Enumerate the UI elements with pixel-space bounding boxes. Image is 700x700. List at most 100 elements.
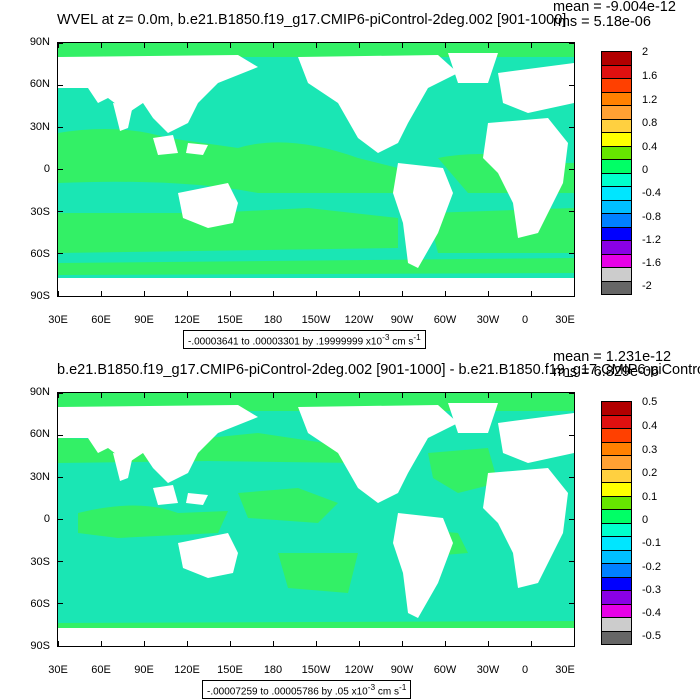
x-tick-mark <box>444 393 446 398</box>
contour-info-exponent: -3 <box>382 332 390 342</box>
x-tick-label: 60E <box>91 664 111 676</box>
x-tick-mark <box>358 641 360 646</box>
colorbar <box>601 401 632 645</box>
x-tick-mark <box>401 393 403 398</box>
colorbar-swatch <box>601 78 632 93</box>
contour-info-box: -.00007259 to .00005786 by .05 x10-3 cm … <box>202 680 412 700</box>
y-tick-mark <box>569 393 574 394</box>
x-tick-mark <box>100 393 102 398</box>
y-tick-mark <box>58 43 63 44</box>
panel-title: WVEL at z= 0.0m, b.e21.B1850.f19_g17.CMI… <box>57 12 567 28</box>
colorbar-label: 0.5 <box>642 396 658 408</box>
x-tick-mark <box>401 641 403 646</box>
y-tick-mark <box>58 561 63 563</box>
x-tick-mark <box>530 393 532 398</box>
colorbar-swatch <box>601 105 632 120</box>
x-tick-mark <box>315 291 317 296</box>
colorbar-label: -0.2 <box>642 561 661 573</box>
y-tick-label: 30N <box>29 121 50 133</box>
colorbar-swatch <box>601 199 632 214</box>
colorbar-swatch <box>601 482 632 497</box>
y-tick-label: 30S <box>30 556 50 568</box>
colorbar-label: -0.4 <box>642 187 661 199</box>
x-tick-mark <box>444 641 446 646</box>
colorbar-label: -0.3 <box>642 584 661 596</box>
colorbar-swatch <box>601 172 632 187</box>
y-tick-mark <box>58 519 63 520</box>
colorbar-swatch <box>601 455 632 470</box>
x-tick-label: 30E <box>48 664 68 676</box>
x-tick-mark <box>272 43 274 48</box>
x-tick-mark <box>58 641 59 646</box>
contour-info-box: -.00003641 to .00003301 by .19999999 x10… <box>183 330 426 350</box>
y-tick-mark <box>569 126 574 128</box>
x-tick-mark <box>530 291 532 296</box>
x-tick-mark <box>573 641 574 646</box>
colorbar-label: 0.4 <box>642 141 658 153</box>
y-tick-mark <box>569 169 574 170</box>
x-tick-mark <box>229 393 231 398</box>
colorbar-label: 2 <box>642 46 649 58</box>
colorbar-label: 0.1 <box>642 491 658 503</box>
contour-info-exponent: -3 <box>367 682 376 692</box>
x-tick-label: 120W <box>344 664 374 676</box>
y-tick-mark <box>569 253 574 255</box>
x-tick-label: 30E <box>555 664 575 676</box>
x-tick-mark <box>143 641 145 646</box>
x-tick-mark <box>186 393 188 398</box>
colorbar-swatch <box>601 495 632 510</box>
colorbar-swatch <box>601 563 632 578</box>
x-tick-mark <box>58 43 59 48</box>
colorbar-swatch <box>601 159 632 174</box>
y-tick-label: 60N <box>29 428 50 440</box>
x-tick-label: 150E <box>217 664 243 676</box>
mean-value: mean = -9.004e-12 <box>553 0 676 15</box>
x-tick-mark <box>272 641 274 646</box>
x-tick-label: 0 <box>521 314 529 326</box>
colorbar-swatch <box>601 509 632 524</box>
x-tick-mark <box>573 393 574 398</box>
contour-info-unit: cm s <box>375 686 399 698</box>
x-tick-mark <box>272 393 274 398</box>
y-tick-mark <box>58 126 63 128</box>
colorbar-label: 1.6 <box>642 70 658 82</box>
colorbar-label: 0.4 <box>642 420 658 432</box>
x-tick-mark <box>401 43 403 48</box>
map-canvas <box>58 393 574 646</box>
colorbar-swatch <box>601 630 632 645</box>
x-tick-mark <box>358 291 360 296</box>
x-tick-label: 120E <box>174 314 200 326</box>
colorbar-label: -1.6 <box>642 257 661 269</box>
contour-info-text: -.00007259 to .00005786 by .05 x10 <box>207 686 368 698</box>
colorbar-label: 0.2 <box>642 467 658 479</box>
y-tick-mark <box>569 476 574 478</box>
y-tick-mark <box>58 645 63 646</box>
y-tick-mark <box>569 561 574 563</box>
y-tick-label: 30N <box>29 471 50 483</box>
x-tick-mark <box>58 291 59 296</box>
y-tick-mark <box>569 645 574 646</box>
colorbar-label: -1.2 <box>642 234 661 246</box>
x-tick-mark <box>229 43 231 48</box>
x-tick-mark <box>487 43 489 48</box>
x-tick-label: 120W <box>344 314 374 326</box>
panel-bottom: b.e21.B1850.f19_g17.CMIP6-piControl-2deg… <box>0 350 700 700</box>
colorbar-swatch <box>601 414 632 429</box>
y-tick-label: 90S <box>30 640 50 652</box>
x-tick-label: 90E <box>134 664 154 676</box>
colorbar-swatch <box>601 118 632 133</box>
x-tick-mark <box>186 291 188 296</box>
colorbar-label: 0.3 <box>642 444 658 456</box>
x-tick-mark <box>487 393 489 398</box>
y-tick-label: 90N <box>29 36 50 48</box>
y-tick-label: 60S <box>30 598 50 610</box>
y-tick-label: 0 <box>43 513 50 525</box>
map-canvas <box>58 43 574 296</box>
y-tick-label: 0 <box>43 163 50 175</box>
x-tick-mark <box>272 291 274 296</box>
contour-info-unit-exponent: -1 <box>399 682 407 692</box>
colorbar-swatch <box>601 91 632 106</box>
contour-info-text: -.00003641 to .00003301 by .19999999 x10 <box>188 336 383 348</box>
colorbar-swatch <box>601 428 632 443</box>
y-tick-mark <box>58 84 63 86</box>
